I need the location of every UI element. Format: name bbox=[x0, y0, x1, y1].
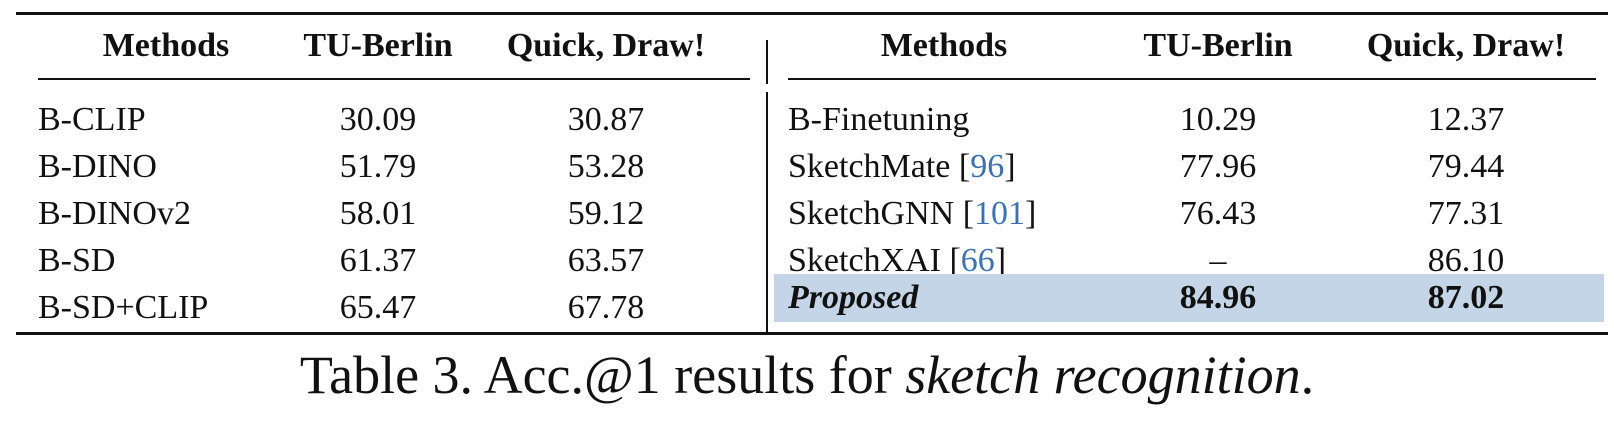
table-row: B-Finetuning 10.29 12.37 bbox=[788, 96, 1596, 144]
tu-berlin-value: 30.09 bbox=[339, 101, 417, 138]
quick-draw-value: 12.37 bbox=[1427, 101, 1505, 138]
method-label: SketchGNN bbox=[788, 195, 955, 232]
left-panel: Methods TU-Berlin Quick, Draw! B-CLIP 30… bbox=[38, 12, 750, 336]
quick-draw-value: 59.12 bbox=[567, 195, 645, 232]
left-header-quick-draw: Quick, Draw! bbox=[506, 27, 706, 64]
method-label: SketchXAI bbox=[788, 242, 941, 279]
quick-draw-value: 79.44 bbox=[1427, 148, 1505, 185]
quick-draw-value: 30.87 bbox=[567, 101, 645, 138]
tu-berlin-value: 51.79 bbox=[339, 148, 417, 185]
table-row: B-CLIP 30.09 30.87 bbox=[38, 96, 750, 144]
quick-draw-value: 63.57 bbox=[567, 242, 645, 279]
method-name: SketchGNN [101] bbox=[788, 195, 1037, 232]
method-name: B-DINO bbox=[38, 148, 157, 185]
quick-draw-value: 77.31 bbox=[1427, 195, 1505, 232]
left-header-tu-berlin: TU-Berlin bbox=[303, 27, 453, 64]
method-name: B-SD bbox=[38, 242, 116, 279]
proposed-tu-berlin-value: 84.96 bbox=[1179, 279, 1257, 316]
tu-berlin-value: 10.29 bbox=[1179, 101, 1257, 138]
citation-link[interactable]: 96 bbox=[970, 148, 1005, 185]
table-row: SketchMate [96] 77.96 79.44 bbox=[788, 143, 1596, 191]
right-header-quick-draw: Quick, Draw! bbox=[1366, 27, 1566, 64]
left-header-rule bbox=[38, 78, 750, 80]
caption-emphasis: sketch recognition bbox=[905, 345, 1301, 405]
proposed-highlight bbox=[774, 274, 1604, 322]
right-header-rule bbox=[788, 78, 1596, 80]
table-row: SketchXAI [66] – 86.10 bbox=[788, 237, 1596, 285]
caption-prefix: Table 3. Acc.@1 results for bbox=[299, 345, 906, 405]
quick-draw-value: 53.28 bbox=[567, 148, 645, 185]
method-name: SketchMate [96] bbox=[788, 148, 1016, 185]
method-name: B-DINOv2 bbox=[38, 195, 191, 232]
left-header-row: Methods TU-Berlin Quick, Draw! bbox=[38, 22, 750, 70]
table-row: SketchGNN [101] 76.43 77.31 bbox=[788, 190, 1596, 238]
method-name: B-CLIP bbox=[38, 101, 146, 138]
right-header-tu-berlin: TU-Berlin bbox=[1143, 27, 1293, 64]
tu-berlin-value: 61.37 bbox=[339, 242, 417, 279]
tu-berlin-value: 58.01 bbox=[339, 195, 417, 232]
quick-draw-value: 86.10 bbox=[1427, 242, 1505, 279]
method-name: SketchXAI [66] bbox=[788, 242, 1007, 279]
quick-draw-value: 67.78 bbox=[567, 289, 645, 326]
left-header-methods: Methods bbox=[102, 27, 230, 64]
header-column-divider bbox=[766, 40, 768, 84]
table-top-rule bbox=[16, 12, 1608, 15]
tu-berlin-value: 77.96 bbox=[1179, 148, 1257, 185]
body-column-divider bbox=[766, 92, 768, 334]
right-panel: Methods TU-Berlin Quick, Draw! B-Finetun… bbox=[774, 12, 1604, 336]
table-row: B-DINO 51.79 53.28 bbox=[38, 143, 750, 191]
results-table: Methods TU-Berlin Quick, Draw! B-CLIP 30… bbox=[16, 12, 1608, 336]
tu-berlin-value: – bbox=[1209, 242, 1227, 279]
proposed-method-name: Proposed bbox=[788, 279, 919, 316]
right-header-methods: Methods bbox=[880, 27, 1008, 64]
table-row: B-DINOv2 58.01 59.12 bbox=[38, 190, 750, 238]
proposed-quick-draw-value: 87.02 bbox=[1427, 279, 1505, 316]
table-row: B-SD+CLIP 65.47 67.78 bbox=[38, 284, 750, 332]
tu-berlin-value: 65.47 bbox=[339, 289, 417, 326]
method-name: B-Finetuning bbox=[788, 101, 1100, 139]
method-label: B-Finetuning bbox=[788, 101, 970, 138]
tu-berlin-value: 76.43 bbox=[1179, 195, 1257, 232]
table-caption: Table 3. Acc.@1 results for sketch recog… bbox=[0, 344, 1614, 406]
table-bottom-rule bbox=[16, 332, 1608, 335]
right-header-row: Methods TU-Berlin Quick, Draw! bbox=[788, 22, 1596, 70]
table-row: B-SD 61.37 63.57 bbox=[38, 237, 750, 285]
citation-link[interactable]: 101 bbox=[974, 195, 1026, 232]
caption-suffix: . bbox=[1300, 345, 1315, 405]
citation-link[interactable]: 66 bbox=[960, 242, 995, 279]
method-name: B-SD+CLIP bbox=[38, 289, 209, 326]
proposed-row: Proposed 84.96 87.02 bbox=[788, 274, 1596, 322]
method-label: SketchMate bbox=[788, 148, 951, 185]
